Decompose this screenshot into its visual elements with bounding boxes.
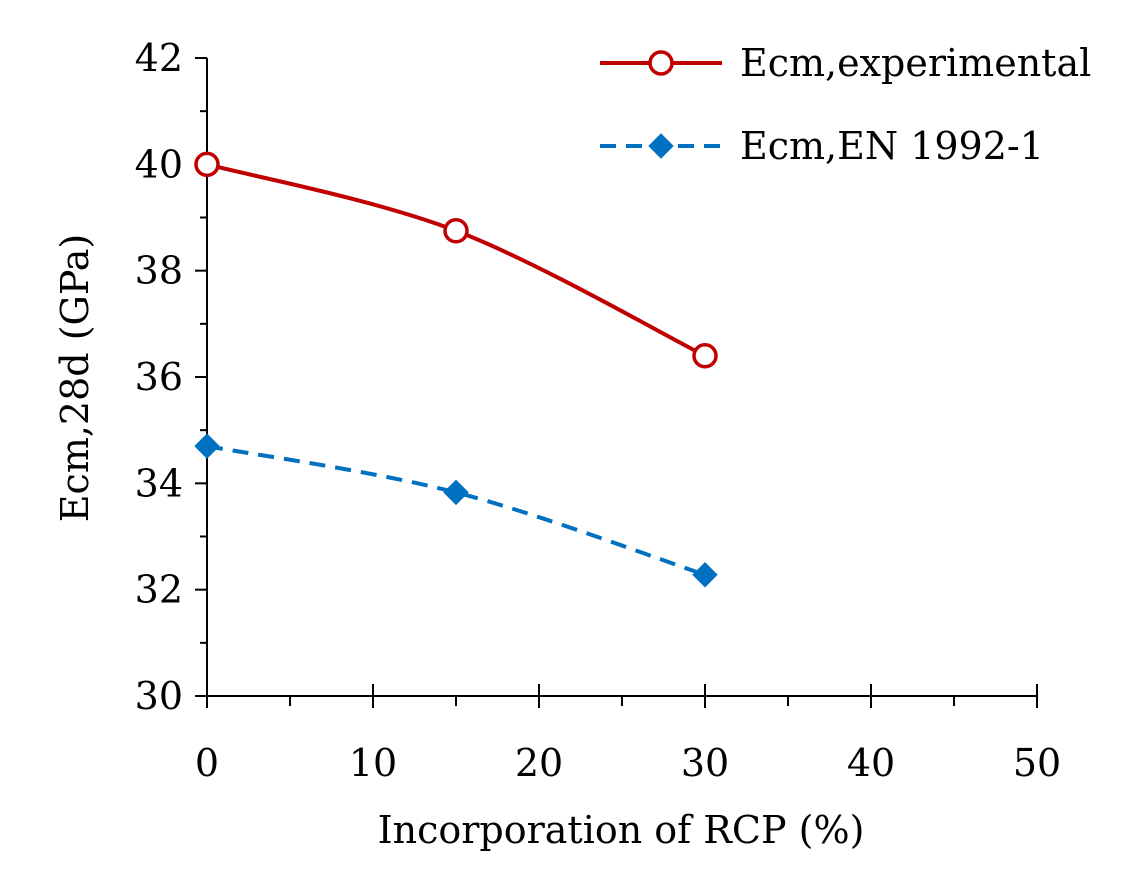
y-tick-label: 40	[135, 142, 183, 186]
data-point-series-2	[194, 433, 220, 459]
x-tick-label: 20	[515, 741, 563, 785]
x-tick-label: 40	[847, 741, 895, 785]
axes: 30 32 34 36 38 40 42 0 10 20 30 40 50	[135, 36, 1062, 785]
legend-marker-1	[648, 50, 674, 76]
y-tick-label: 34	[135, 461, 183, 505]
x-tick-label: 0	[195, 741, 219, 785]
data-point-series-2	[443, 479, 469, 506]
legend: Ecm,experimental Ecm,EN 1992-1	[600, 41, 1091, 168]
y-tick-label: 42	[135, 36, 183, 80]
x-tick-label: 50	[1013, 741, 1061, 785]
legend-label-2: Ecm,EN 1992-1	[740, 124, 1044, 168]
legend-marker-2	[648, 133, 674, 159]
y-tick-label: 32	[135, 568, 183, 612]
legend-label-1: Ecm,experimental	[740, 41, 1091, 85]
data-point-series-1	[443, 218, 469, 244]
plot-area	[194, 151, 718, 588]
data-point-series-1	[194, 151, 220, 178]
x-tick-label: 30	[681, 741, 729, 785]
series-line-2	[206, 444, 706, 577]
data-point-series-1	[692, 342, 718, 369]
series-line-1	[206, 162, 706, 358]
x-axis-title: Incorporation of RCP (%)	[378, 808, 865, 852]
data-point-series-2	[692, 562, 718, 588]
y-tick-label: 38	[135, 249, 183, 293]
y-tick-label: 36	[135, 355, 183, 399]
y-axis-title: Ecm,28d (GPa)	[53, 234, 97, 522]
x-tick-label: 10	[349, 741, 397, 785]
y-tick-label: 30	[135, 674, 183, 718]
